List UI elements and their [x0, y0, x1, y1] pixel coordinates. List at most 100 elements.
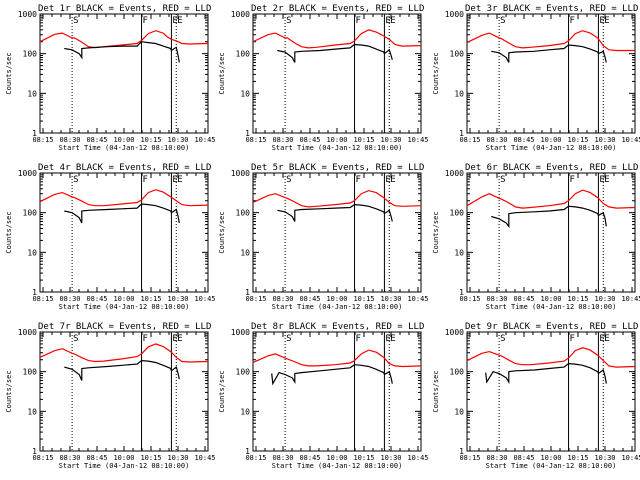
- y-tick-label: 10: [27, 89, 37, 98]
- y-tick-label: 10: [454, 407, 464, 416]
- panel-title: Det 6r BLACK = Events, RED = LLD: [465, 163, 638, 173]
- events-series-line: [64, 41, 180, 63]
- y-tick-label: 100: [236, 209, 251, 218]
- panel-title: Det 1r BLACK = Events, RED = LLD: [38, 4, 211, 14]
- x-axis-label: Start Time (04-Jan-12 08:10:00): [272, 462, 403, 470]
- y-axis-label: Counts/sec: [5, 370, 13, 412]
- event-label: E: [599, 16, 604, 26]
- y-tick-label: 1: [245, 129, 250, 138]
- x-tick-label: 10:30: [380, 295, 401, 303]
- event-label: E: [599, 175, 604, 185]
- x-tick-label: 08:45: [513, 136, 534, 144]
- event-label: S: [73, 334, 78, 344]
- y-tick-label: 100: [450, 368, 465, 377]
- event-label: F: [356, 16, 361, 26]
- panel-title: Det 8r BLACK = Events, RED = LLD: [251, 322, 424, 332]
- x-tick-label: 10:45: [194, 454, 215, 462]
- y-tick-label: 1000: [18, 169, 37, 178]
- x-tick-label: 08:45: [513, 295, 534, 303]
- event-label: E: [390, 16, 395, 26]
- y-axis-label: Counts/sec: [218, 211, 226, 253]
- x-axis-label: Start Time (04-Jan-12 08:10:00): [486, 144, 617, 152]
- event-label: F: [143, 175, 148, 185]
- plot-frame: [466, 13, 636, 134]
- x-tick-label: 10:45: [621, 136, 640, 144]
- x-tick-label: 08:30: [272, 454, 293, 462]
- lld-series-line: [39, 30, 209, 49]
- events-series-line: [277, 43, 393, 63]
- x-tick-label: 10:00: [113, 295, 134, 303]
- x-tick-label: 10:45: [407, 454, 428, 462]
- event-label: S: [73, 175, 78, 185]
- x-tick-label: 08:30: [486, 136, 507, 144]
- detector-panel-4: Det 4r BLACK = Events, RED = LLD Counts/s…: [5, 163, 216, 311]
- events-series-line: [491, 205, 607, 229]
- event-label: S: [500, 334, 505, 344]
- x-tick-label: 08:30: [486, 295, 507, 303]
- x-axis-label: Start Time (04-Jan-12 08:10:00): [59, 144, 190, 152]
- x-tick-label: 10:45: [407, 295, 428, 303]
- event-label: F: [570, 175, 575, 185]
- event-label: S: [286, 16, 291, 26]
- y-tick-label: 1000: [445, 10, 464, 19]
- y-tick-label: 1000: [445, 328, 464, 337]
- x-tick-label: 08:15: [32, 136, 53, 144]
- y-tick-label: 10: [27, 407, 37, 416]
- x-axis-label: Start Time (04-Jan-12 08:10:00): [486, 462, 617, 470]
- event-label: E: [604, 175, 609, 185]
- event-label: E: [604, 334, 609, 344]
- x-tick-label: 10:30: [380, 136, 401, 144]
- y-tick-label: 100: [23, 50, 38, 59]
- panel-title: Det 9r BLACK = Events, RED = LLD: [465, 322, 638, 332]
- event-label: S: [286, 175, 291, 185]
- x-tick-label: 08:30: [59, 295, 80, 303]
- events-series-line: [277, 203, 393, 222]
- x-tick-label: 10:15: [140, 454, 161, 462]
- x-tick-label: 10:15: [567, 136, 588, 144]
- x-tick-label: 10:45: [621, 295, 640, 303]
- x-tick-label: 10:15: [567, 454, 588, 462]
- detector-panel-9: Det 9r BLACK = Events, RED = LLD Counts/s…: [432, 322, 640, 470]
- lld-series-line: [252, 349, 422, 368]
- event-label: E: [390, 334, 395, 344]
- y-tick-label: 10: [454, 248, 464, 257]
- y-tick-label: 1000: [231, 10, 250, 19]
- plot-frame: [466, 331, 636, 452]
- x-tick-label: 10:30: [167, 295, 188, 303]
- event-label: S: [73, 16, 78, 26]
- x-tick-label: 08:15: [459, 454, 480, 462]
- event-label: E: [172, 16, 177, 26]
- plot-frame: [252, 331, 422, 452]
- y-axis-label: Counts/sec: [218, 370, 226, 412]
- x-tick-label: 08:30: [59, 454, 80, 462]
- x-axis-label: Start Time (04-Jan-12 08:10:00): [272, 144, 403, 152]
- y-tick-label: 1: [459, 447, 464, 456]
- x-tick-label: 08:15: [245, 295, 266, 303]
- event-label: E: [390, 175, 395, 185]
- y-tick-label: 1: [245, 288, 250, 297]
- y-tick-label: 1: [459, 288, 464, 297]
- event-label: E: [385, 334, 390, 344]
- x-tick-label: 10:45: [194, 295, 215, 303]
- x-tick-label: 08:45: [299, 454, 320, 462]
- events-series-line: [271, 364, 393, 386]
- plot-frame: [39, 13, 209, 134]
- panel-title: Det 5r BLACK = Events, RED = LLD: [251, 163, 424, 173]
- panel-title: Det 2r BLACK = Events, RED = LLD: [251, 4, 424, 14]
- x-tick-label: 08:45: [513, 454, 534, 462]
- event-label: E: [177, 334, 182, 344]
- lld-series-line: [466, 30, 635, 52]
- x-tick-label: 10:15: [353, 454, 374, 462]
- event-label: S: [286, 334, 291, 344]
- x-tick-label: 08:45: [86, 454, 107, 462]
- event-label: F: [570, 334, 575, 344]
- event-label: E: [177, 175, 182, 185]
- x-tick-label: 08:15: [245, 454, 266, 462]
- plot-frame: [252, 13, 422, 134]
- x-tick-label: 10:00: [326, 295, 347, 303]
- event-label: F: [356, 175, 361, 185]
- event-label: E: [599, 334, 604, 344]
- detector-panel-7: Det 7r BLACK = Events, RED = LLD Counts/s…: [5, 322, 216, 470]
- y-axis-label: Counts/sec: [5, 52, 13, 94]
- x-tick-label: 10:45: [621, 454, 640, 462]
